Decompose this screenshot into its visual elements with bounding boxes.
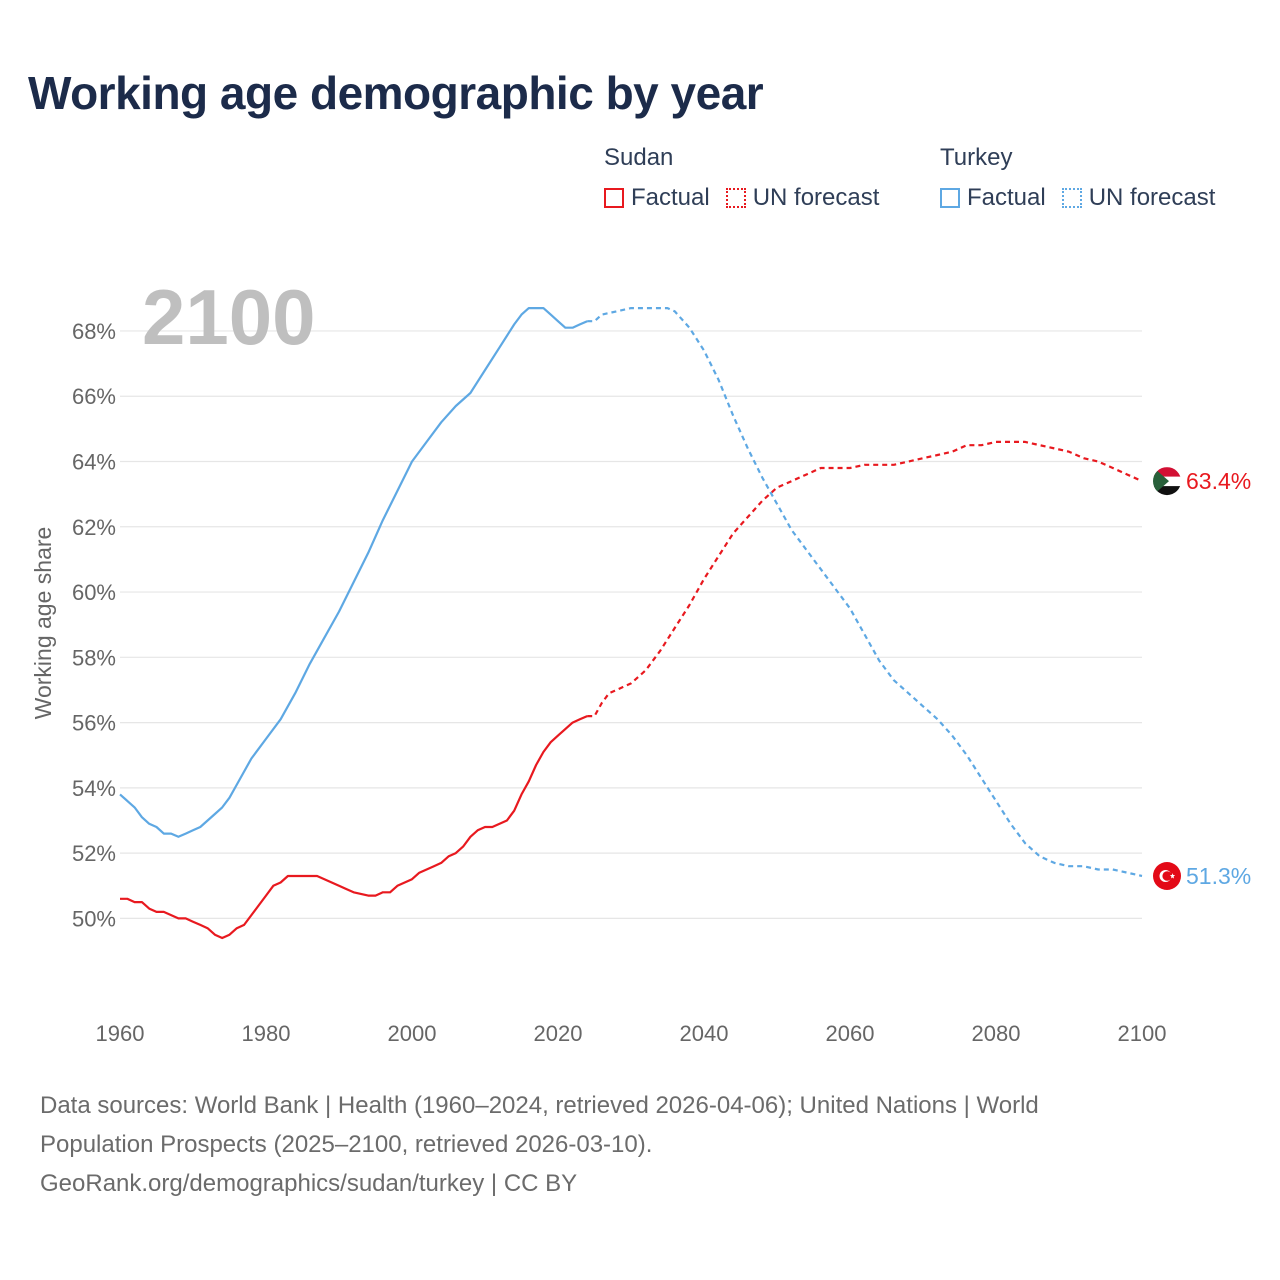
legend-group-name: Sudan (604, 144, 674, 171)
flag-stripe (1153, 486, 1181, 496)
y-tick-label: 58% (72, 645, 116, 670)
legend-item-turkey-factual[interactable]: Factual (940, 184, 1046, 212)
x-tick-label: 2020 (534, 1021, 583, 1046)
flag-star (1169, 873, 1176, 879)
flag-stripe (1153, 467, 1181, 478)
x-tick-label: 2060 (826, 1021, 875, 1046)
legend-swatch-dotted (725, 188, 746, 208)
legend-item-sudan-factual[interactable]: Factual (604, 184, 710, 212)
end-value-label-turkey: 51.3% (1186, 863, 1251, 889)
x-tick-label: 2000 (388, 1021, 437, 1046)
legend-label: UN forecast (1088, 184, 1216, 211)
turkey-flag-icon (1153, 862, 1181, 890)
end-value-label-sudan: 63.4% (1186, 468, 1251, 494)
legend-swatch-solid (940, 188, 960, 208)
y-tick-label: 50% (72, 906, 116, 931)
legend-group-name: Turkey (940, 144, 1013, 171)
series-line-turkey-forecast (587, 307, 1143, 878)
y-axis-label: Working age share (30, 527, 56, 720)
y-tick-label: 64% (72, 450, 116, 475)
y-tick-label: 52% (72, 841, 116, 866)
legend-label: Factual (967, 184, 1046, 211)
legend-swatch-dotted (1061, 188, 1082, 208)
y-tick-label: 60% (72, 580, 116, 605)
y-tick-label: 68% (72, 319, 116, 344)
line-chart: 50% 52% 54% 56% 58% 60% 62% 64% 66% 68% 1960 1980 2… (30, 273, 1251, 1046)
sudan-flag-icon (1153, 467, 1181, 496)
legend-label: UN forecast (752, 184, 880, 211)
flag-triangle (1153, 467, 1169, 496)
series-line-sudan-forecast (587, 440, 1143, 718)
x-tick-label: 2040 (680, 1021, 729, 1046)
legend-group-sudan: Sudan Factual UN forecast (604, 144, 879, 212)
series-line-turkey-factual (119, 307, 588, 838)
y-tick-label: 54% (72, 776, 116, 801)
y-tick-label: 56% (72, 711, 116, 736)
footer-sources: Data sources: World Bank | Health (1960–… (40, 1086, 1240, 1203)
flag-crescent-cut (1162, 871, 1172, 881)
current-year-label: 2100 (142, 273, 316, 361)
x-tick-label: 1960 (96, 1021, 145, 1046)
legend-label: Factual (631, 184, 710, 211)
legend-swatch-solid (604, 188, 624, 208)
x-tick-label: 2080 (972, 1021, 1021, 1046)
chart-title: Working age demographic by year (28, 67, 764, 119)
footer-line: Population Prospects (2025–2100, retriev… (40, 1131, 653, 1158)
x-tick-label: 1980 (242, 1021, 291, 1046)
series-line-sudan-factual (120, 715, 588, 940)
legend-item-turkey-forecast[interactable]: UN forecast (1061, 184, 1216, 212)
y-tick-label: 66% (72, 384, 116, 409)
legend-group-turkey: Turkey Factual UN forecast (940, 144, 1215, 212)
legend-item-sudan-forecast[interactable]: UN forecast (725, 184, 880, 212)
x-tick-label: 2100 (1118, 1021, 1167, 1046)
footer-line: GeoRank.org/demographics/sudan/turkey | … (40, 1170, 578, 1197)
footer-line: Data sources: World Bank | Health (1960–… (40, 1092, 1039, 1119)
y-tick-label: 62% (72, 515, 116, 540)
